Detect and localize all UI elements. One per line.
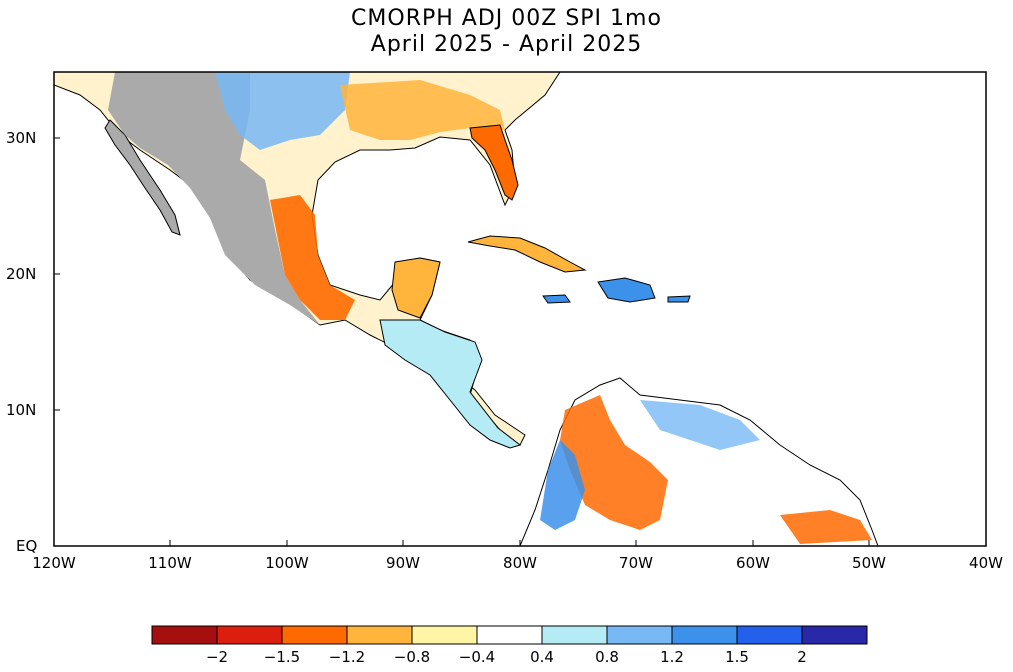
lon-label-60w: 60W: [736, 554, 770, 572]
dry-area-colombia: [560, 395, 668, 530]
wet-area-us-southwest: [215, 72, 350, 150]
map-title-line1: CMORPH ADJ 00Z SPI 1mo: [351, 6, 662, 31]
wet-area-venezuela: [640, 400, 760, 450]
lat-label-20n: 20N: [6, 265, 36, 283]
longitude-axis: 120W 110W 100W 90W 80W 70W 60W 50W 40W: [32, 540, 1003, 572]
colorbar-swatch: [151, 625, 218, 645]
colorbar-label: 2: [797, 648, 807, 666]
colorbar-swatch: [606, 625, 673, 645]
dry-area-us-gulf: [340, 80, 505, 140]
dry-area-east-mexico: [270, 195, 355, 320]
lon-label-90w: 90W: [386, 554, 420, 572]
land-central-america: [379, 319, 522, 449]
colorbar-swatch: [671, 625, 738, 645]
wet-area-colombia-west: [540, 440, 585, 530]
land-yucatan: [391, 257, 441, 319]
lon-label-70w: 70W: [619, 554, 653, 572]
colorbar-swatch: [411, 625, 478, 645]
colorbar-label: −1.5: [264, 648, 300, 666]
latitude-axis: 30N 20N 10N EQ: [6, 129, 60, 555]
land-baja-california: [104, 119, 181, 236]
colorbar-swatch: [281, 625, 348, 645]
colorbar-label: 0.8: [595, 648, 619, 666]
lon-label-110w: 110W: [148, 554, 192, 572]
land-cuba: [467, 235, 587, 273]
map-title-line2: April 2025 - April 2025: [370, 32, 643, 57]
lat-label-30n: 30N: [6, 129, 36, 147]
colorbar-swatch: [736, 625, 803, 645]
no-data-region-mexico: [108, 72, 320, 325]
colorbar-label: −1.2: [329, 648, 365, 666]
colorbar-label: 1.5: [725, 648, 749, 666]
colorbar-label: −0.4: [459, 648, 495, 666]
colorbar-swatch: [541, 625, 608, 645]
colorbar-label: 1.2: [660, 648, 684, 666]
colorbar-label: 0.4: [530, 648, 554, 666]
colorbar-swatch: [801, 625, 868, 645]
lon-label-80w: 80W: [503, 554, 537, 572]
colorbar-label: −2: [206, 648, 228, 666]
land-puerto-rico: [667, 295, 691, 303]
lat-label-eq: EQ: [16, 537, 37, 555]
land-hispaniola: [597, 277, 656, 303]
land-jamaica: [542, 294, 571, 304]
colorbar-label: −0.8: [394, 648, 430, 666]
lon-label-40w: 40W: [969, 554, 1003, 572]
lon-label-120w: 120W: [32, 554, 76, 572]
lon-label-50w: 50W: [852, 554, 886, 572]
land-florida: [469, 124, 519, 201]
lon-label-100w: 100W: [265, 554, 309, 572]
lat-label-10n: 10N: [6, 401, 36, 419]
dry-area-guianas: [780, 510, 872, 544]
colorbar-swatch: [346, 625, 413, 645]
colorbar-swatch: [216, 625, 283, 645]
colorbar: −2 −1.5 −1.2 −0.8 −0.4 0.4 0.8 1.2 1.5 2: [151, 625, 868, 666]
colorbar-swatch: [476, 625, 543, 645]
